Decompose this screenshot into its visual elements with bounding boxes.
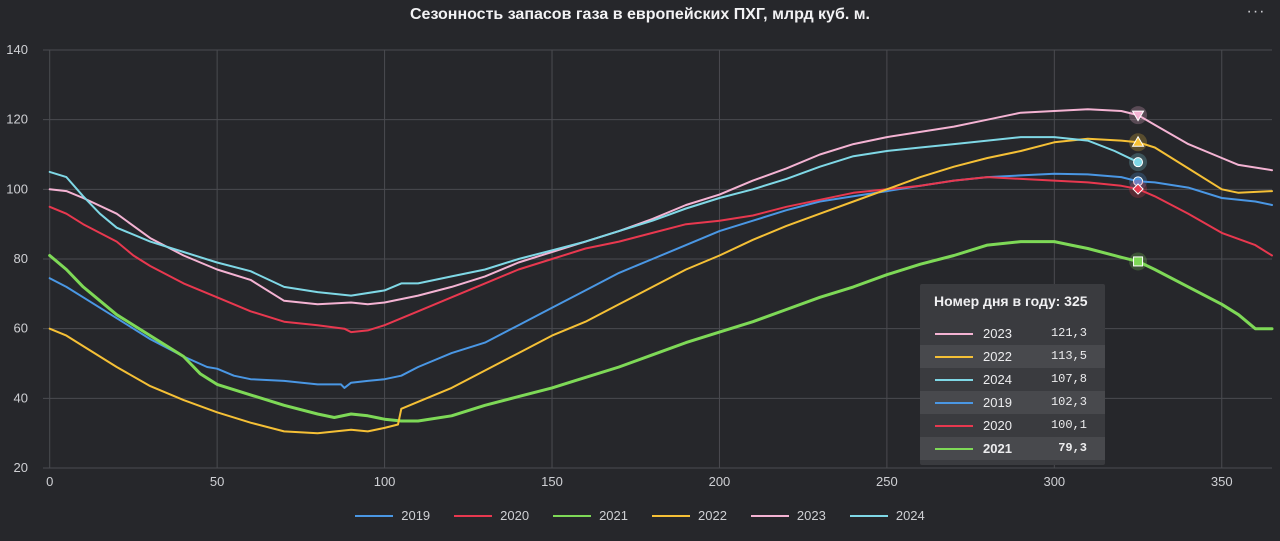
tooltip-row-2022: 2022 113,5 [920,345,1105,368]
series-line-2023[interactable] [48,108,1273,306]
series-line-2020[interactable] [48,176,1273,334]
more-options-button[interactable]: ··· [1246,3,1266,20]
tooltip-value: 121,3 [1050,326,1087,340]
hover-marker-2021 [1133,256,1144,267]
x-tick-label: 250 [876,474,898,489]
tooltip-title: Номер дня в году: 325 [934,293,1088,309]
x-axis-ticks: 0 50 100 150 200 250 300 350 [46,474,1233,489]
legend: 2019 2020 2021 2022 2023 2024 [0,508,1280,523]
y-tick-label: 100 [6,181,28,196]
legend-item-2024[interactable]: 2024 [849,508,925,523]
legend-label: 2022 [698,508,727,523]
legend-item-2022[interactable]: 2022 [652,508,727,523]
x-tick-label: 350 [1211,474,1233,489]
y-axis-ticks: 20 40 60 80 100 120 140 [6,42,28,475]
tooltip-year: 2023 [983,326,1012,341]
tooltip-value: 100,1 [1050,418,1087,432]
y-tick-label: 20 [14,460,28,475]
legend-swatch [553,514,592,517]
y-tick-label: 140 [6,42,28,57]
hover-marker-2020 [1132,183,1144,195]
x-tick-label: 100 [374,474,396,489]
series-line-2022[interactable] [48,137,1273,435]
legend-label: 2020 [500,508,530,523]
legend-item-2020[interactable]: 2020 [454,508,529,523]
legend-item-2021[interactable]: 2021 [553,508,628,523]
chart-title: Сезонность запасов газа в европейских ПХ… [410,6,870,23]
series-line-2021[interactable] [48,240,1274,423]
tooltip-row-2024: 2024 107,8 [920,368,1105,391]
series-lines [48,108,1274,435]
legend-label: 2019 [401,508,431,523]
tooltip-value: 107,8 [1050,372,1087,386]
tooltip-swatch [935,425,973,427]
legend-swatch [652,514,690,517]
tooltip-swatch [935,356,973,358]
hover-marker-2022 [1131,135,1145,147]
x-tick-label: 150 [541,474,563,489]
y-tick-label: 40 [14,390,28,405]
series-line-2024[interactable] [48,136,1139,297]
tooltip-year: 2020 [983,418,1012,433]
tooltip-value: 79,3 [1058,441,1087,455]
tooltip-swatch [935,379,973,381]
tooltip-row-2021: 2021 79,3 [920,437,1105,460]
tooltip-row-2020: 2020 100,1 [920,414,1105,437]
tooltip-year: 2022 [983,349,1012,364]
y-tick-label: 80 [14,251,28,266]
tooltip-row-2023: 2023 121,3 [920,322,1105,345]
y-tick-label: 120 [6,112,28,127]
x-tick-label: 300 [1043,474,1065,489]
tooltip-swatch [935,402,973,404]
legend-item-2023[interactable]: 2023 [750,508,826,523]
tooltip-row-2019: 2019 102,3 [920,391,1105,414]
legend-swatch [454,514,493,517]
legend-label: 2021 [599,508,628,523]
legend-label: 2024 [895,508,925,523]
x-tick-label: 200 [709,474,731,489]
tooltip-value: 102,3 [1050,395,1087,409]
tooltip-value: 113,5 [1050,349,1087,363]
legend-label: 2023 [796,508,826,523]
legend-swatch [355,514,394,517]
hover-marker-2024 [1133,157,1144,168]
hover-markers [1129,106,1148,271]
x-tick-label: 0 [46,474,53,489]
series-line-2019[interactable] [48,172,1273,389]
tooltip-year: 2019 [983,395,1012,410]
x-tick-label: 50 [210,474,224,489]
legend-swatch [750,514,789,517]
legend-item-2019[interactable]: 2019 [355,508,430,523]
tooltip-year: 2021 [983,441,1012,456]
legend-swatch [849,514,888,517]
tooltip-swatch [935,333,973,335]
hover-marker-2023 [1131,110,1145,122]
tooltip-year: 2024 [983,372,1012,387]
tooltip-swatch [935,448,973,450]
hover-tooltip: Номер дня в году: 325 2023 121,3 2022 113,5… [920,284,1105,465]
y-tick-label: 60 [14,321,28,336]
